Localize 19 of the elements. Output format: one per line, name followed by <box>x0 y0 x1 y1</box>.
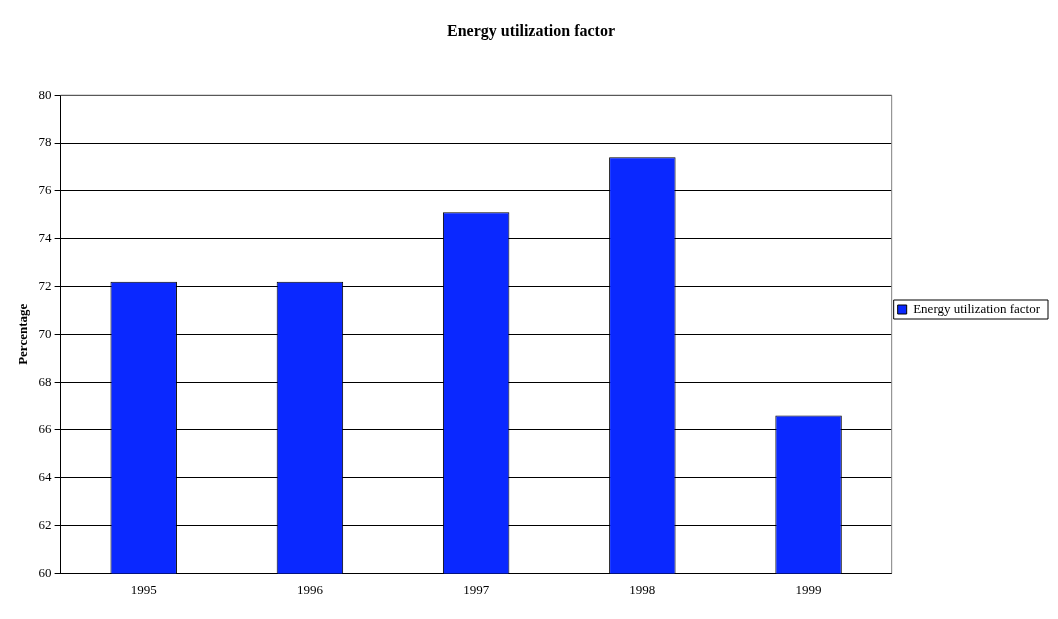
y-tick-label: 72 <box>38 277 52 293</box>
x-tick-label: 1998 <box>629 581 656 597</box>
y-tick-label: 76 <box>38 182 53 198</box>
y-tick-label: 62 <box>38 517 52 532</box>
y-tick-label: 70 <box>38 325 52 341</box>
y-tick-label: 66 <box>38 421 53 437</box>
y-tick-label: 80 <box>38 86 52 102</box>
legend-label: Energy utilization factor <box>913 300 1041 316</box>
x-tick-label: 1997 <box>463 581 490 597</box>
y-axis-title: Percentage <box>15 303 31 365</box>
x-tick-label: 1995 <box>130 581 157 597</box>
y-tick-label: 74 <box>38 230 53 246</box>
y-tick-label: 60 <box>38 564 52 580</box>
x-tick-label: 1999 <box>795 581 822 597</box>
x-tick-label: 1996 <box>296 581 324 597</box>
y-tick-label: 78 <box>38 134 52 150</box>
y-tick-label: 68 <box>38 373 52 389</box>
y-tick-label: 64 <box>38 469 53 485</box>
chart-title: Energy utilization factor <box>447 21 615 40</box>
